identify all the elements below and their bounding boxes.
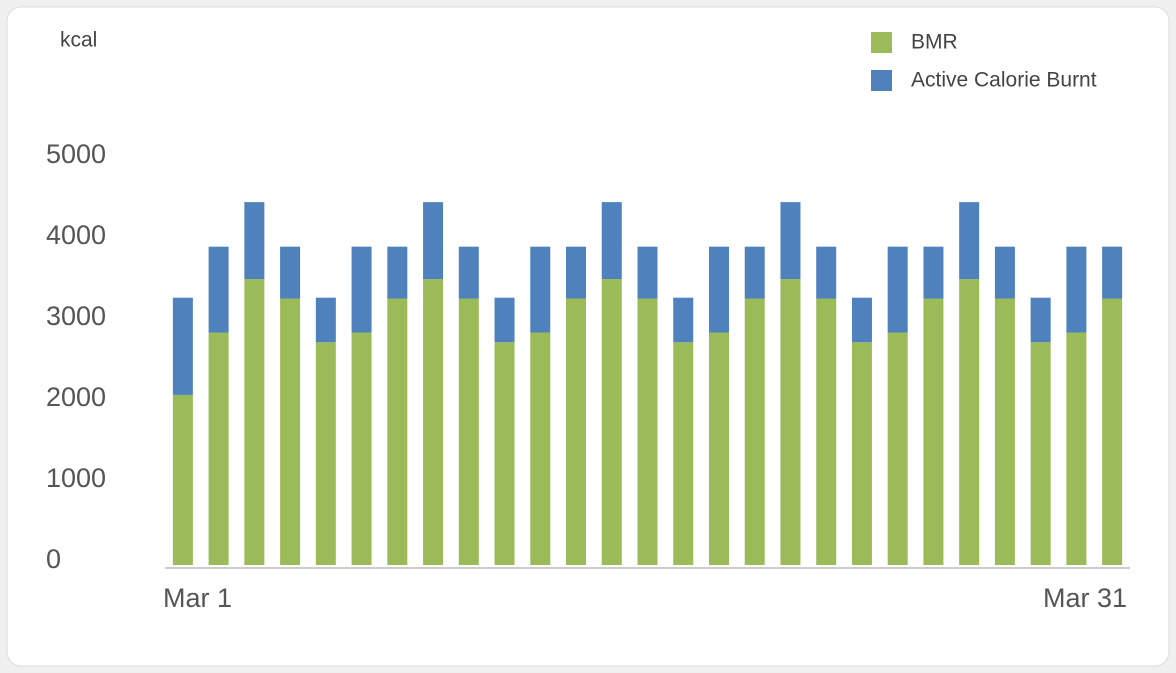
bar-segment bbox=[1030, 342, 1051, 565]
bar-segment bbox=[851, 297, 872, 343]
legend-label: Active Calorie Burnt bbox=[911, 69, 1097, 92]
bar-segment bbox=[673, 342, 694, 565]
bar-segment bbox=[1066, 332, 1087, 565]
bar-segment bbox=[994, 298, 1015, 565]
bar-segment bbox=[494, 342, 515, 565]
bar-segment bbox=[851, 342, 872, 565]
bar-segment bbox=[744, 246, 765, 299]
x-tick-label: Mar 31 bbox=[1043, 583, 1127, 613]
bar-segment bbox=[887, 332, 908, 565]
bar-segment bbox=[887, 246, 908, 333]
y-tick-label: 4000 bbox=[46, 220, 106, 250]
bar-segment bbox=[494, 297, 515, 343]
bar-segment bbox=[387, 246, 408, 299]
y-tick-label: 3000 bbox=[46, 301, 106, 331]
bar-segment bbox=[315, 342, 336, 565]
bar-segment bbox=[280, 246, 301, 299]
bar-segment bbox=[1030, 297, 1051, 343]
bar-segment bbox=[208, 246, 229, 333]
bar-segment bbox=[530, 332, 551, 565]
bar-segment bbox=[637, 246, 658, 299]
bar-segment bbox=[673, 297, 694, 343]
bar-segment bbox=[172, 297, 193, 395]
legend-label: BMR bbox=[911, 31, 958, 54]
bar-segment bbox=[959, 202, 980, 280]
bar-segment bbox=[172, 394, 193, 565]
bar-segment bbox=[780, 279, 801, 565]
bar-segment bbox=[744, 298, 765, 565]
bar-segment bbox=[351, 332, 372, 565]
bar-segment bbox=[1066, 246, 1087, 333]
y-tick-label: 2000 bbox=[46, 382, 106, 412]
y-tick-label: 0 bbox=[46, 544, 61, 574]
bar-segment bbox=[816, 246, 837, 299]
bar-segment bbox=[387, 298, 408, 565]
bar-segment bbox=[280, 298, 301, 565]
y-axis-unit: kcal bbox=[60, 29, 97, 52]
bar-segment bbox=[244, 202, 265, 280]
bar-segment bbox=[423, 202, 444, 280]
bar-segment bbox=[351, 246, 372, 333]
bar-segment bbox=[208, 332, 229, 565]
bar-segment bbox=[423, 279, 444, 565]
bar-segment bbox=[780, 202, 801, 280]
x-tick-label: Mar 1 bbox=[163, 583, 232, 613]
bar-segment bbox=[923, 246, 944, 299]
bar-segment bbox=[530, 246, 551, 333]
bar-segment bbox=[601, 202, 622, 280]
legend-swatch bbox=[871, 70, 892, 91]
bar-segment bbox=[708, 332, 729, 565]
bar-segment bbox=[1102, 298, 1123, 565]
bar-segment bbox=[959, 279, 980, 565]
bar-segment bbox=[566, 246, 587, 299]
bar-segment bbox=[458, 298, 479, 565]
bar-segment bbox=[1102, 246, 1123, 299]
y-tick-label: 5000 bbox=[46, 139, 106, 169]
bar-segment bbox=[816, 298, 837, 565]
bar-segment bbox=[566, 298, 587, 565]
bar-segment bbox=[637, 298, 658, 565]
bar-segment bbox=[458, 246, 479, 299]
bar-segment bbox=[601, 279, 622, 565]
legend-swatch bbox=[871, 32, 892, 53]
y-tick-label: 1000 bbox=[46, 463, 106, 493]
bar-segment bbox=[708, 246, 729, 333]
bar-segment bbox=[923, 298, 944, 565]
bar-segment bbox=[994, 246, 1015, 299]
bar-segment bbox=[315, 297, 336, 343]
bar-segment bbox=[244, 279, 265, 565]
